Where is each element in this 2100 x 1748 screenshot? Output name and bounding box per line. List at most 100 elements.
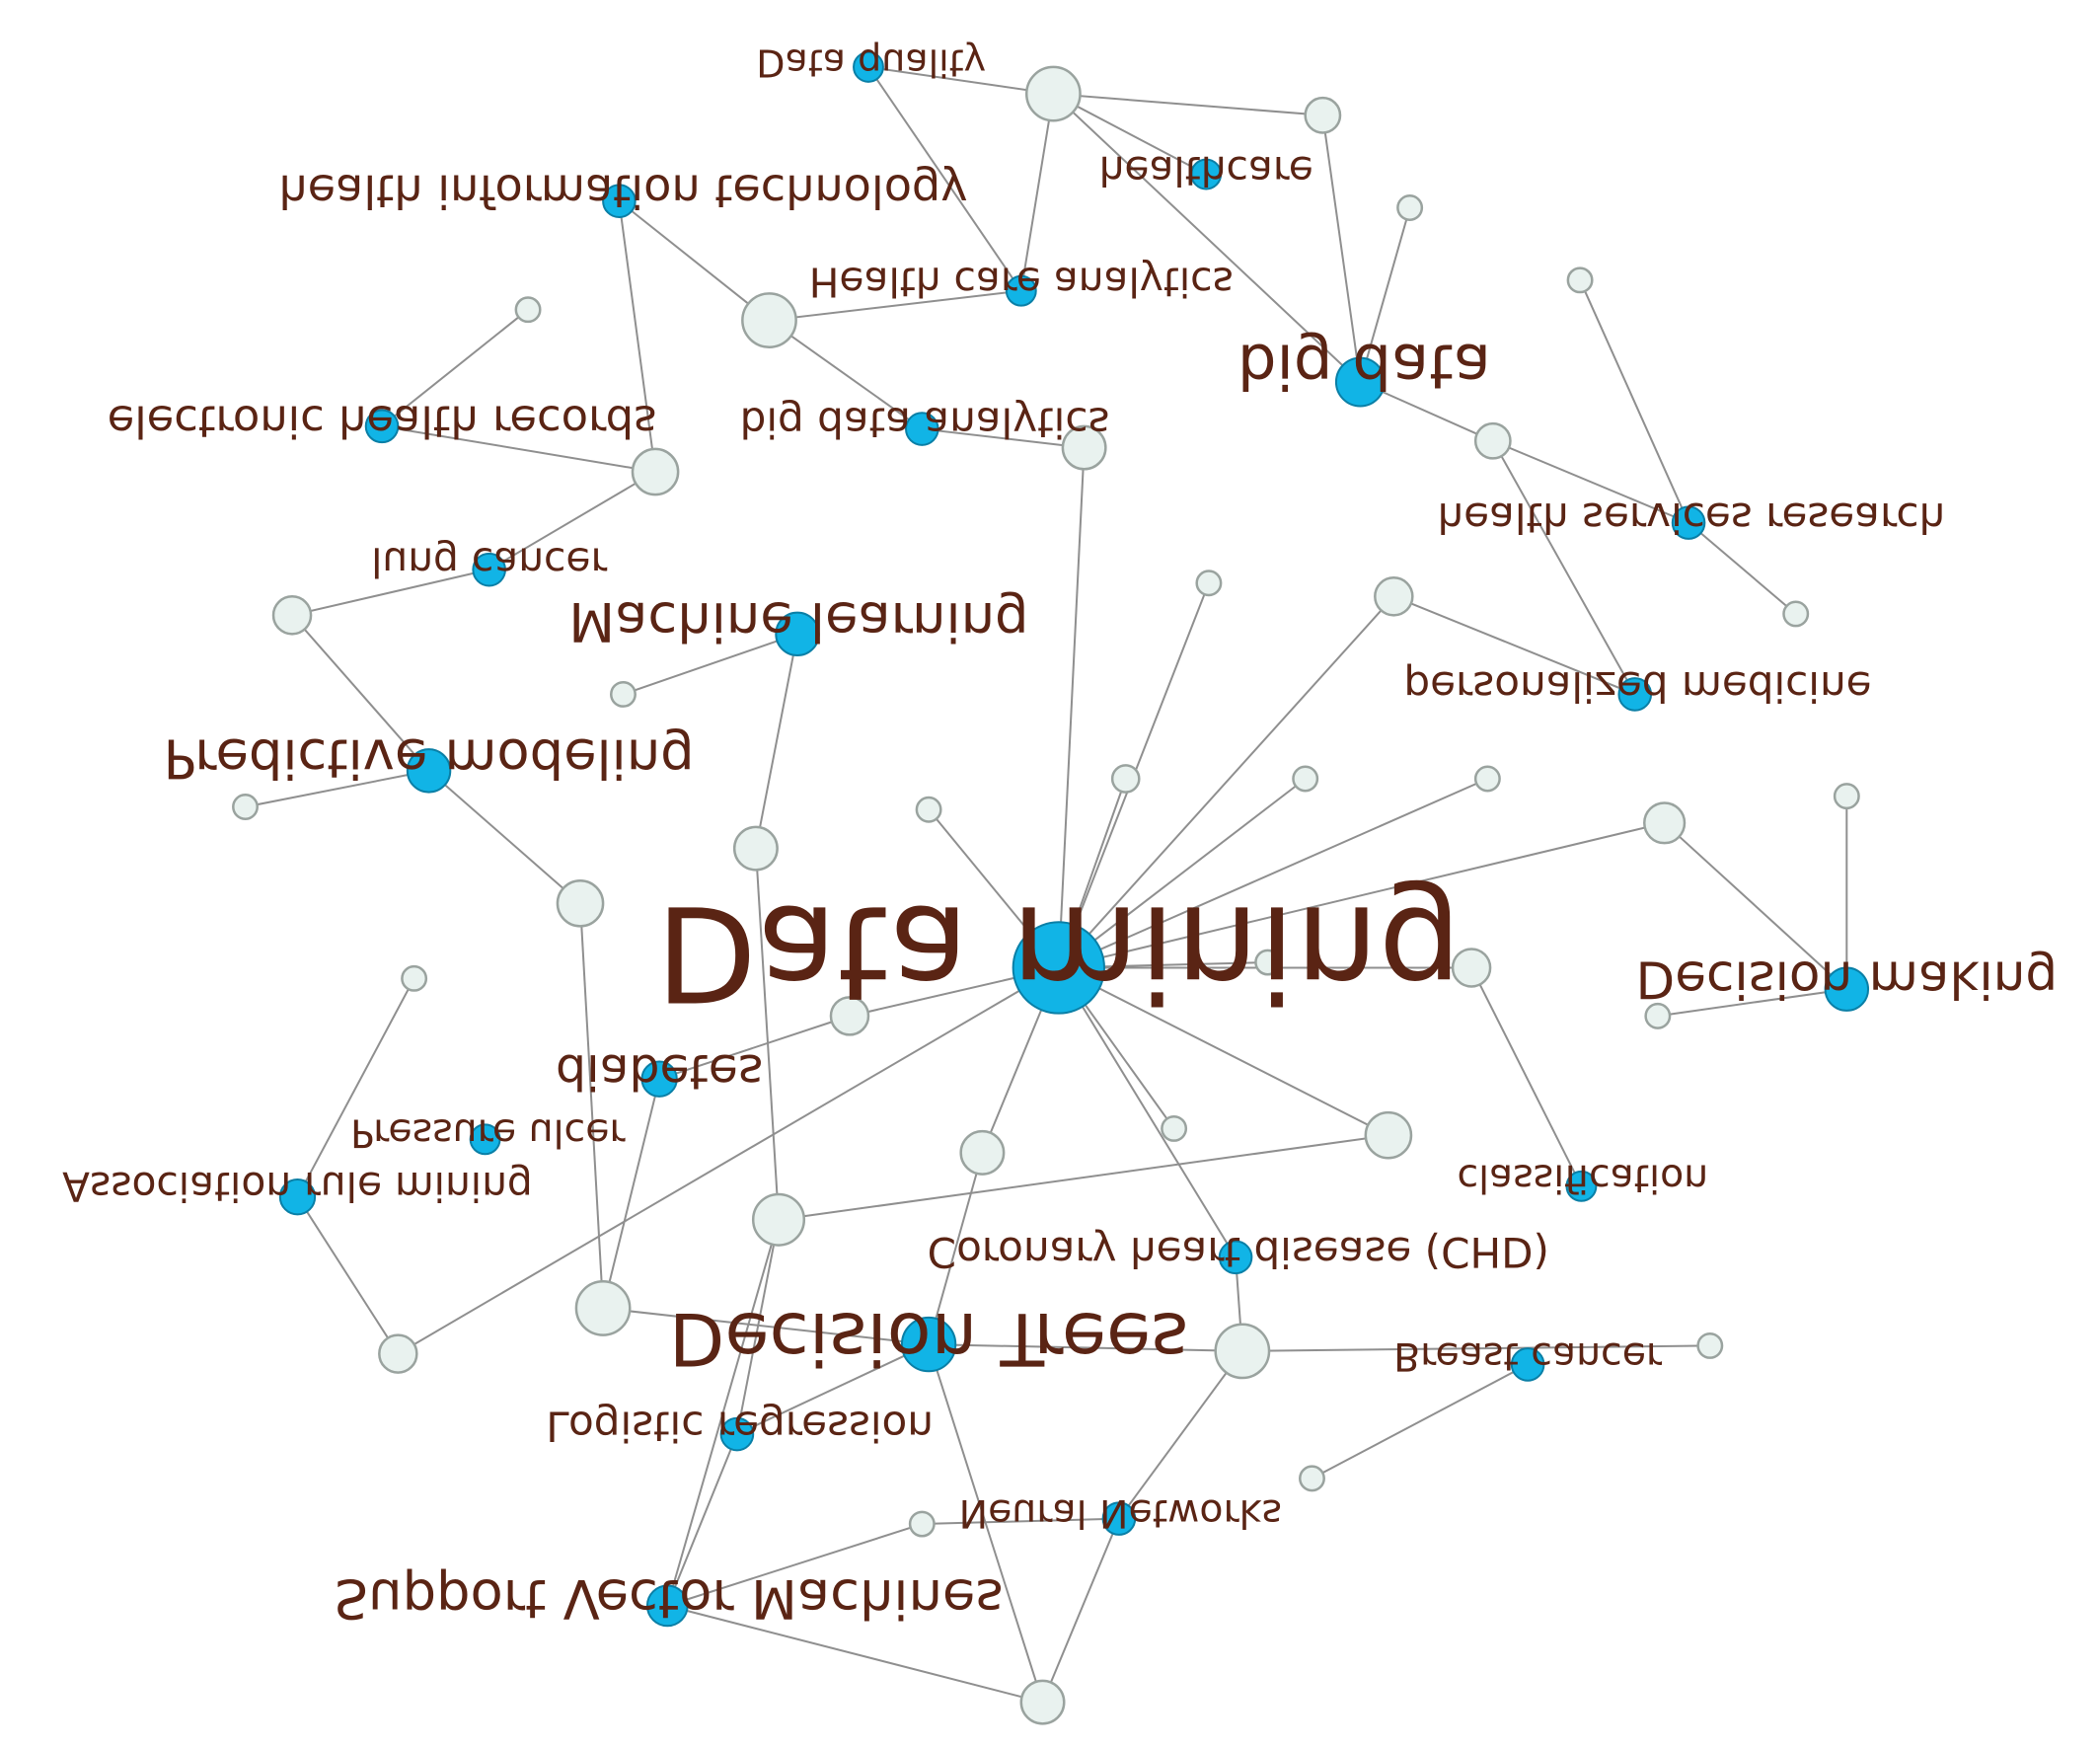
edge-lr-svm <box>666 1433 738 1607</box>
edge-h8-dm <box>1057 447 1086 968</box>
keyword-node-bd <box>1334 356 1386 408</box>
edge-h2-bd <box>1321 114 1362 383</box>
keyword-node-ehr <box>364 409 400 444</box>
edge-h32-lr <box>735 1219 780 1435</box>
keyword-node-dq <box>853 50 884 83</box>
hub-node-h29 <box>1161 1114 1188 1142</box>
label-logistic-regression: Logistic regression <box>546 1403 934 1451</box>
edge-h9-hsr <box>1492 439 1689 524</box>
edge-h33-dt <box>602 1307 930 1346</box>
hub-node-h1 <box>1024 65 1082 122</box>
edge-dm-chd <box>1057 966 1237 1258</box>
label-electronic-health-records: electronic health records <box>108 396 657 448</box>
hub-node-h6 <box>514 296 542 324</box>
edge-ml-h14 <box>623 633 798 696</box>
hub-node-h27 <box>829 996 870 1036</box>
edge-svm-h38 <box>666 1523 923 1607</box>
label-data-quality: Data quality <box>756 41 986 85</box>
keyword-node-arm <box>278 1178 317 1216</box>
keyword-node-lr <box>719 1416 755 1452</box>
edge-arm-h35 <box>296 1196 400 1355</box>
label-health-services-research: health services research <box>1437 494 1945 542</box>
edge-h34-nn <box>1118 1350 1243 1520</box>
hub-node-h25 <box>1254 949 1282 976</box>
edge-h39-nn <box>1041 1518 1120 1704</box>
edge-h1-hc <box>1052 93 1207 176</box>
hub-node-h22 <box>732 825 779 872</box>
hub-node-h7 <box>631 447 680 496</box>
edges <box>245 65 1848 1704</box>
edge-h24-cls <box>1470 967 1583 1187</box>
edge-h4-hsr <box>1579 279 1689 524</box>
edge-hit-h5 <box>618 199 771 322</box>
hub-node-h35 <box>378 1333 418 1374</box>
label-chd: Coronary heart disease (CHD) <box>928 1228 1549 1276</box>
keyword-node-lc <box>472 552 506 587</box>
edge-h30-dt <box>928 1152 984 1345</box>
label-machine-learning: Machine learning <box>568 590 1028 652</box>
labels: Data quality health information technolog… <box>62 41 2058 1630</box>
edge-pmod-h18 <box>245 769 429 808</box>
edge-dt-h34 <box>929 1343 1242 1352</box>
keyword-node-svm <box>645 1584 689 1628</box>
edge-ml-h22 <box>754 634 798 849</box>
keyword-node-pu <box>469 1123 501 1156</box>
edge-h34-h36 <box>1241 1344 1710 1352</box>
edge-hit-h7 <box>618 200 657 473</box>
label-classification: classification <box>1457 1155 1708 1200</box>
edge-h27-dia <box>658 1015 851 1081</box>
edge-h1-hca <box>1019 93 1055 291</box>
keyword-node-cls <box>1565 1170 1598 1202</box>
keyword-node-hc <box>1190 158 1223 190</box>
keyword-node-dt <box>900 1316 957 1373</box>
label-health-information-technology: health information technology <box>278 165 967 218</box>
label-diabetes: diabetes <box>556 1043 763 1100</box>
label-big-data-analytics: big data analytics <box>740 399 1110 447</box>
edge-h9-pm <box>1491 440 1636 695</box>
edge-h5-bda <box>768 319 923 430</box>
edge-dq-h1 <box>867 65 1054 96</box>
edge-h6-ehr <box>381 308 529 427</box>
hub-node-h37 <box>1299 1465 1325 1492</box>
label-association-rule-mining: Association rule mining <box>62 1163 533 1210</box>
hub-node-h33 <box>574 1279 632 1336</box>
edge-h1-h2 <box>1053 93 1323 116</box>
label-pressure-ulcer: Pressure ulcer <box>350 1109 626 1155</box>
keyword-node-ml <box>775 611 820 657</box>
hub-node-h34 <box>1214 1323 1271 1380</box>
label-svm: Support Vector Machines <box>335 1567 1004 1630</box>
edge-h31-h32 <box>778 1134 1389 1221</box>
edge-hsr-h12 <box>1688 521 1797 615</box>
hub-node-h11 <box>1374 576 1414 617</box>
label-breast-cancer: Breast cancer <box>1393 1333 1663 1379</box>
edge-dm-h35 <box>397 966 1060 1355</box>
edge-ehr-h7 <box>381 424 656 474</box>
hub-node-h17 <box>1473 765 1501 793</box>
edge-h32-svm <box>666 1219 780 1607</box>
hub-node-h14 <box>609 680 637 708</box>
edge-h13-pmod <box>291 614 430 772</box>
edge-bd-h3 <box>1359 207 1411 383</box>
hub-node-h19 <box>915 796 942 823</box>
edge-dt-lr <box>736 1343 930 1435</box>
edge-pmod-h23 <box>427 770 581 905</box>
edge-h22-h32 <box>754 848 780 1220</box>
keyword-node-pmod <box>406 748 452 794</box>
hub-node-h15 <box>1110 764 1141 794</box>
hub-node-h26 <box>401 964 428 992</box>
hub-node-h30 <box>959 1129 1006 1176</box>
label-big-data: big data <box>1238 331 1491 403</box>
hub-node-h2 <box>1304 96 1342 134</box>
hub-node-h28 <box>1644 1002 1672 1029</box>
hub-node-h4 <box>1566 266 1594 294</box>
edge-h23-h33 <box>579 903 605 1309</box>
edge-h11-dm <box>1058 595 1395 969</box>
label-predictive-modeling: Predictive modeling <box>164 726 695 789</box>
edge-dm-h16 <box>1058 778 1307 969</box>
keyword-node-pm <box>1617 677 1653 712</box>
hub-node-h24 <box>1451 948 1492 988</box>
edge-h21-dmk <box>1663 822 1847 990</box>
hub-node-h39 <box>1019 1679 1066 1725</box>
hub-node-h12 <box>1782 600 1810 628</box>
hub-node-h9 <box>1473 421 1512 460</box>
